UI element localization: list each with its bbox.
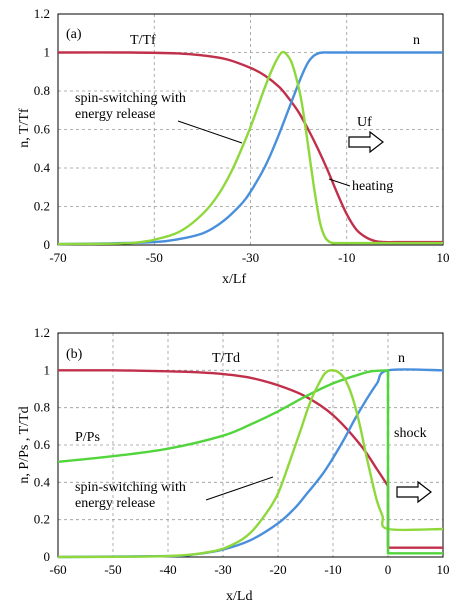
panel-a-series bbox=[57, 50, 443, 246]
panel-b-y-axis-title: n, P/Ps , T/Td bbox=[17, 406, 32, 483]
panel-a-arrow-icon bbox=[348, 130, 384, 154]
panel-b-y-tick-label: 1.2 bbox=[34, 325, 50, 340]
panel-a-series-n bbox=[57, 51, 443, 246]
panel-b-y-tick-label: 0.6 bbox=[34, 437, 51, 452]
panel-b-label: (b) bbox=[66, 347, 83, 362]
panel-b-x-tick-label: -40 bbox=[159, 562, 176, 577]
panel-a-y-tick-label: 0 bbox=[44, 237, 51, 252]
panel-b-y-tick-label: 0.8 bbox=[34, 400, 50, 415]
panel-b-x-tick-label: 10 bbox=[437, 562, 450, 577]
panel-b-series-t-td bbox=[57, 369, 443, 549]
panel-a-y-tick-label: 0.6 bbox=[34, 122, 51, 137]
panel-a-n-label: n bbox=[413, 33, 420, 48]
panel-a-x-tick-label: -30 bbox=[242, 250, 259, 265]
panel-a-spin-line2: energy release bbox=[75, 107, 155, 122]
panel-b-series-spin-switching-with-energy-release bbox=[57, 369, 444, 559]
panel-b-n-label: n bbox=[398, 351, 405, 366]
panel-b-x-tick-label: -30 bbox=[214, 562, 231, 577]
panel-a-x-tick-label: 10 bbox=[437, 250, 450, 265]
panel-a: 0 0.2 0.4 0.6 0.8 1 1.2 -70 -50 -30 -10 10 (a) T/Tf… bbox=[17, 6, 450, 287]
panel-b-arrow-icon bbox=[396, 480, 432, 504]
panel-a-y-tick-label: 0.8 bbox=[34, 83, 50, 98]
panel-b-shock-label: shock bbox=[394, 426, 427, 441]
panel-a-x-axis-title: x/Lf bbox=[222, 272, 246, 287]
panel-a-series-t-tf bbox=[57, 51, 443, 244]
panel-b-t-label: T/Td bbox=[212, 351, 240, 366]
panel-a-x-tick-label: -50 bbox=[146, 250, 163, 265]
panel-b-x-axis-title: x/Ld bbox=[226, 589, 252, 604]
panel-a-series-spin-switching-with-energy-release bbox=[57, 50, 443, 246]
panel-a-y-tick-label: 1 bbox=[44, 45, 51, 60]
panel-b: 0 0.2 0.4 0.6 0.8 1 1.2 -60 -50 -40 -30 -20 -10 0 10 (… bbox=[17, 325, 450, 604]
panel-b-x-tick-label: 0 bbox=[385, 562, 392, 577]
panel-a-y-axis-title: n, T/Tf bbox=[17, 108, 32, 148]
panel-a-heating-label: heating bbox=[352, 179, 393, 194]
panel-b-spin-line2: energy release bbox=[75, 496, 155, 511]
panel-b-ticks: 0 0.2 0.4 0.6 0.8 1 1.2 -60 -50 -40 -30 -20 -10 0 10 bbox=[34, 325, 450, 577]
panel-a-frame bbox=[57, 13, 444, 246]
panel-b-spin-pointer bbox=[205, 476, 274, 501]
panel-b-y-tick-label: 1 bbox=[44, 362, 51, 377]
panel-b-x-tick-label: -50 bbox=[104, 562, 121, 577]
panel-a-t-label: T/Tf bbox=[130, 33, 156, 48]
panel-a-ticks: 0 0.2 0.4 0.6 0.8 1 1.2 -70 -50 -30 -10 10 bbox=[34, 6, 450, 265]
panel-a-heating-pointer bbox=[328, 178, 351, 187]
panel-b-x-tick-label: -10 bbox=[324, 562, 341, 577]
panel-b-y-tick-label: 0 bbox=[44, 549, 51, 564]
panel-b-y-tick-label: 0.2 bbox=[34, 512, 50, 527]
panel-a-x-tick-label: -10 bbox=[338, 250, 355, 265]
panel-a-y-tick-label: 1.2 bbox=[34, 6, 50, 21]
panel-b-series-p-ps bbox=[57, 369, 443, 555]
panel-b-series bbox=[57, 368, 444, 559]
panel-a-spin-pointer bbox=[177, 120, 243, 144]
panel-a-velocity-label: Uf bbox=[357, 115, 372, 130]
panel-a-y-tick-label: 0.2 bbox=[34, 199, 50, 214]
panel-a-spin-line1: spin-switching with bbox=[75, 91, 186, 106]
panel-b-grid bbox=[58, 333, 443, 557]
panel-b-p-label: P/Ps bbox=[75, 430, 100, 445]
panel-b-y-tick-label: 0.4 bbox=[34, 474, 51, 489]
panel-a-x-tick-label: -70 bbox=[49, 250, 66, 265]
panel-b-frame bbox=[57, 332, 444, 558]
panel-b-spin-line1: spin-switching with bbox=[75, 480, 186, 495]
panel-b-x-tick-label: -60 bbox=[49, 562, 66, 577]
panel-b-x-tick-label: -20 bbox=[269, 562, 286, 577]
panel-a-y-tick-label: 0.4 bbox=[34, 160, 51, 175]
panel-a-label: (a) bbox=[66, 27, 82, 42]
